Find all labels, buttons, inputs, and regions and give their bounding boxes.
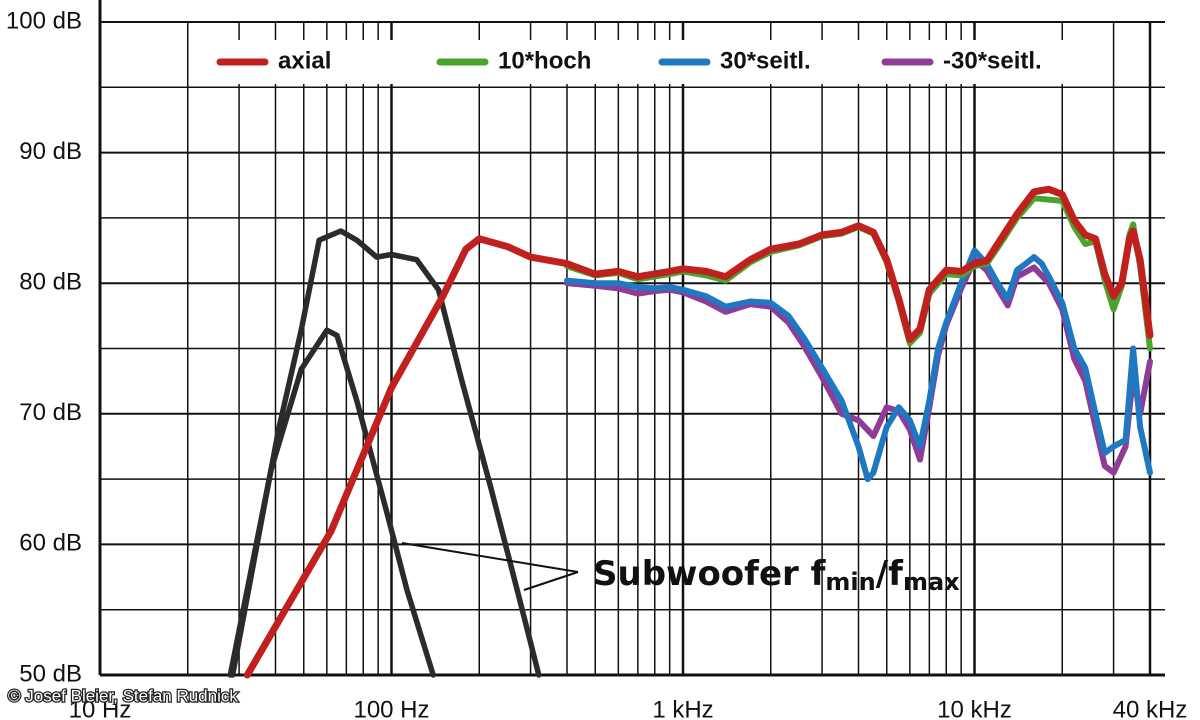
credit: © Josef Bleier, Stefan Rudnick	[8, 686, 238, 705]
y-tick-label: 70 dB	[19, 399, 82, 426]
y-tick-label: 60 dB	[19, 530, 82, 557]
annotation-part: Subwoofer f	[593, 554, 827, 594]
legend-label: -30*seitl.	[943, 47, 1042, 74]
x-tick-label: 40 kHz	[1113, 696, 1188, 720]
x-tick-label: 10 Hz	[69, 696, 132, 720]
x-tick-label: 1 kHz	[652, 696, 713, 720]
legend-label: 10*hoch	[498, 47, 591, 74]
legend-label: axial	[278, 47, 331, 74]
x-tick-label: 100 Hz	[353, 696, 429, 720]
legend: axial 10*hoch 30*seitl. -30*seitl.	[195, 40, 1095, 84]
y-tick-label: 100 dB	[6, 7, 82, 34]
y-tick-label: 80 dB	[19, 269, 82, 296]
annotation-part: max	[903, 568, 960, 596]
y-tick-label: 90 dB	[19, 138, 82, 165]
subwoofer-curve	[227, 327, 436, 678]
series-line	[243, 185, 1154, 679]
leader	[523, 571, 579, 591]
leader	[401, 542, 579, 573]
annotation-part: /f	[876, 554, 904, 594]
y-tick-label: 50 dB	[19, 660, 82, 687]
legend-label: 30*seitl.	[720, 47, 811, 74]
x-tick-label: 10 kHz	[937, 696, 1012, 720]
annotation: Subwoofer fmin/fmax	[593, 554, 960, 597]
subwoofer-curve	[229, 228, 542, 678]
annotation-part: min	[825, 568, 875, 596]
legend-box	[195, 40, 1095, 84]
series-line	[564, 247, 1153, 483]
